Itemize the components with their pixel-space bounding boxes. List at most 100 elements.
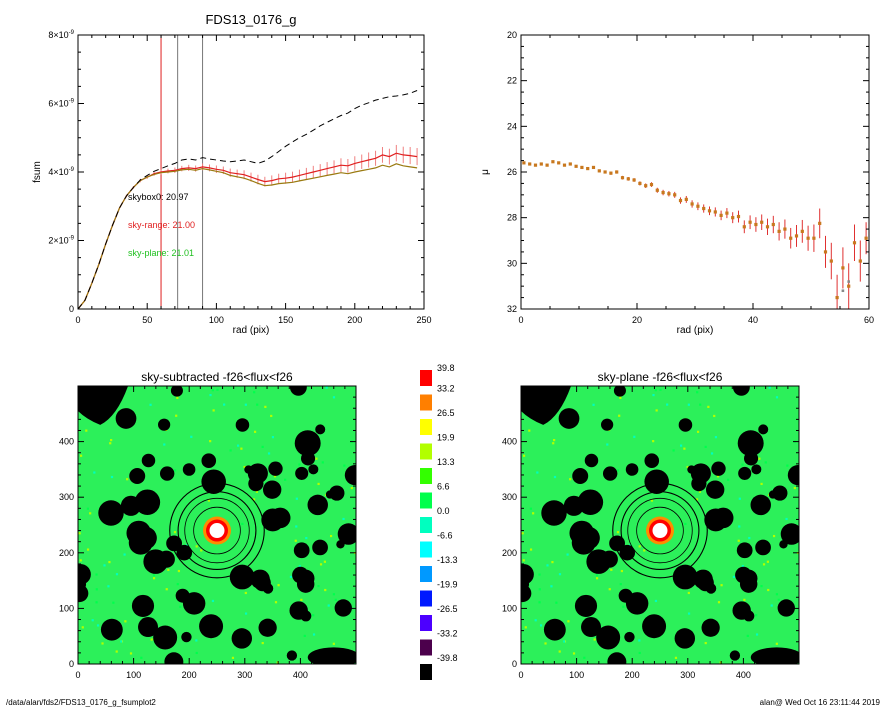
noise-pixel [538, 588, 541, 591]
noise-pixel [115, 573, 119, 576]
noise-pixel [696, 391, 699, 394]
image-panel-title: sky-subtracted -f26<flux<f26 [141, 370, 293, 384]
mask-blob [584, 453, 599, 468]
noise-pixel [256, 403, 259, 406]
mask-blob [729, 650, 741, 661]
colorbar-label: -26.5 [437, 604, 458, 614]
mu-point [626, 177, 630, 181]
mask-blob [329, 485, 345, 501]
noise-pixel [698, 490, 701, 493]
aperture-circle [627, 497, 693, 564]
mask-blob [602, 466, 618, 481]
noise-pixel [152, 574, 156, 577]
noise-pixel [300, 598, 303, 601]
mask-blob [618, 588, 633, 603]
colorbar-swatch [420, 615, 432, 631]
noise-pixel [140, 656, 143, 659]
mask-blob [262, 583, 274, 594]
noise-pixel [244, 612, 248, 615]
noise-pixel [710, 452, 714, 455]
noise-pixel [343, 464, 346, 467]
mu-point [574, 164, 578, 168]
x-tick-label: 200 [347, 315, 362, 325]
y-tick-label: 0 [69, 659, 74, 669]
colorbar-label: 0.0 [437, 506, 450, 516]
y-tick-label: 24 [507, 121, 517, 131]
mu-point-grey [841, 289, 845, 293]
mask-blob [609, 535, 626, 552]
noise-pixel [551, 560, 554, 564]
colorbar-swatch [420, 541, 432, 558]
noise-pixel [167, 568, 170, 571]
noise-pixel [620, 569, 624, 573]
x-tick-label: 200 [182, 670, 197, 680]
noise-pixel [200, 549, 203, 552]
mask-blob [743, 610, 755, 622]
noise-pixel [619, 396, 622, 399]
noise-pixel [244, 403, 247, 406]
noise-pixel [223, 403, 226, 406]
noise-pixel [209, 440, 212, 443]
aperture-circle [620, 491, 700, 571]
mask-blob [134, 489, 161, 515]
noise-pixel [558, 650, 561, 653]
noise-pixel [95, 573, 98, 576]
footer-timestamp: alan@ Wed Oct 16 23:11:44 2019 [760, 698, 881, 707]
aperture-circle [184, 497, 250, 564]
mask-blob [78, 584, 89, 603]
noise-pixel [110, 439, 113, 442]
x-tick-label: 100 [209, 315, 224, 325]
noise-pixel [638, 651, 641, 655]
noise-pixel [229, 449, 232, 452]
mask-blob [175, 588, 190, 603]
y-tick-label: 400 [502, 437, 517, 447]
noise-pixel [126, 478, 129, 481]
y-tick-label: 4×10-9 [48, 167, 74, 177]
mask-blob [572, 467, 589, 484]
mask-blob [558, 408, 580, 429]
noise-pixel [707, 405, 710, 408]
x-tick-label: 60 [864, 315, 874, 325]
mu-point [638, 181, 642, 186]
noise-pixel [758, 457, 761, 460]
mask-blob [308, 464, 319, 475]
mu-point [603, 170, 607, 174]
mask-blob [268, 461, 283, 476]
mask-blob [344, 465, 356, 486]
noise-pixel [327, 604, 330, 607]
mu-point [719, 213, 723, 217]
noise-pixel [643, 549, 646, 552]
mask-blob [738, 466, 752, 480]
mask-blob [779, 540, 788, 549]
noise-pixel [124, 620, 127, 623]
image-pixels [78, 386, 356, 664]
image-frame [77, 385, 357, 665]
mask-blob [678, 418, 693, 432]
y-tick-label: 20 [507, 30, 517, 40]
x-tick-label: 400 [293, 670, 308, 680]
noise-pixel [521, 532, 524, 535]
mask-blob [644, 469, 669, 494]
noise-pixel [544, 642, 547, 645]
mask-blob [158, 418, 171, 431]
x-tick-label: 40 [748, 315, 758, 325]
noise-pixel [528, 429, 531, 432]
mask-blob [644, 453, 660, 468]
mask-blob [750, 494, 771, 516]
x-tick-label: 400 [736, 670, 751, 680]
colorbar-swatch [420, 468, 432, 484]
noise-pixel [244, 591, 247, 595]
sky-annotation: sky-range: 21.00 [128, 220, 195, 230]
noise-pixel [329, 534, 333, 538]
mu-point [713, 210, 717, 214]
noise-pixel [332, 593, 336, 596]
mask-blob [672, 564, 698, 590]
mu-point [835, 295, 839, 300]
mu-point [667, 192, 671, 196]
sky-plane-image: 0 100 200 300 400 0 100 200 300 400 sky-plane -f26… [502, 370, 800, 680]
colorbar-label: 6.6 [437, 482, 450, 492]
mu-point [522, 161, 526, 165]
noise-pixel [583, 656, 586, 659]
noise-pixel [240, 447, 243, 450]
